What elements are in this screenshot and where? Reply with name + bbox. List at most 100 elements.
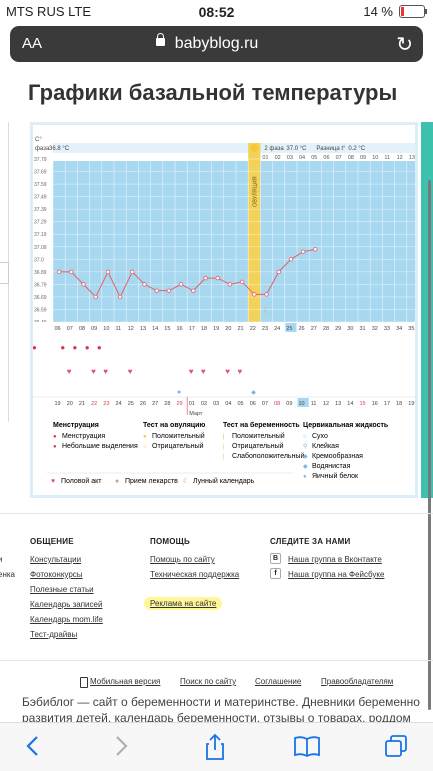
cycle-day-label: 14 bbox=[152, 326, 158, 332]
address-bar[interactable]: AA babyblog.ru ↻ bbox=[10, 26, 423, 62]
footer-link-articles[interactable]: Полезные статьи bbox=[30, 585, 94, 594]
legend-title: Менструация bbox=[53, 422, 99, 429]
temperature-point bbox=[191, 288, 196, 293]
temperature-point bbox=[264, 292, 269, 297]
tabs-icon[interactable] bbox=[382, 733, 412, 759]
temperature-point bbox=[239, 279, 245, 285]
footer-link-support[interactable]: Техническая поддержка bbox=[150, 570, 240, 579]
footer-link-photo[interactable]: Фотоконкурсы bbox=[30, 570, 83, 579]
footer-link-fb[interactable]: Наша группа на Фейсбуке bbox=[288, 570, 385, 579]
cut-link[interactable]: и bbox=[0, 555, 3, 564]
legend-icon: ● bbox=[53, 444, 57, 450]
clock: 08:52 bbox=[198, 4, 235, 20]
legend-item: Водянистая bbox=[312, 463, 351, 470]
legend-item: Прием лекарств bbox=[125, 478, 178, 485]
url-text[interactable]: babyblog.ru bbox=[174, 35, 259, 52]
heart-icon: ♥ bbox=[238, 367, 243, 376]
date-label: 17 bbox=[384, 401, 390, 407]
phase2-day-label: 04 bbox=[299, 155, 305, 161]
legend-icon: ◆ bbox=[303, 454, 308, 460]
date-label: 05 bbox=[238, 401, 244, 407]
facebook-icon: f bbox=[270, 568, 281, 579]
highlight-date bbox=[297, 398, 309, 407]
date-label: 19 bbox=[408, 401, 414, 407]
legend-item: Кремообразная bbox=[312, 452, 363, 460]
temperature-point bbox=[252, 292, 257, 297]
cycle-day-label: 18 bbox=[201, 326, 207, 332]
temperature-point bbox=[288, 257, 294, 262]
footer-link-consult[interactable]: Консультации bbox=[30, 555, 82, 564]
cycle-day-label: 31 bbox=[360, 326, 366, 332]
agreement-link[interactable]: Соглашение bbox=[255, 677, 302, 686]
cycle-day-label: 32 bbox=[372, 326, 378, 332]
temperature-point bbox=[300, 249, 306, 254]
diff-label: Разница t° bbox=[316, 146, 346, 152]
footer-link-help[interactable]: Помощь по сайту bbox=[150, 555, 215, 564]
date-label: 11 bbox=[311, 401, 317, 407]
heart-icon: ♥ bbox=[128, 367, 133, 376]
footer-link-calendar[interactable]: Календарь записей bbox=[30, 600, 103, 609]
status-bar: MTS RUS LTE 08:52 14 % bbox=[0, 0, 433, 22]
cycle-day-label: 15 bbox=[164, 326, 170, 332]
temperature-point bbox=[166, 288, 172, 293]
date-label: 19 bbox=[55, 401, 61, 407]
about-text: Бэбиблог — сайт о беременности и материн… bbox=[22, 694, 433, 726]
date-label: 03 bbox=[213, 401, 219, 407]
temperature-point bbox=[227, 282, 233, 287]
footer-link-ads[interactable]: Реклама на сайте bbox=[144, 597, 223, 610]
cycle-day-label: 22 bbox=[250, 326, 256, 332]
legend-icon: ● bbox=[303, 474, 307, 480]
date-label: 28 bbox=[164, 401, 170, 407]
mobile-version-link[interactable]: Мобильная версия bbox=[90, 677, 161, 686]
footer-link-momlife[interactable]: Календарь mom.life bbox=[30, 615, 103, 624]
cycle-day-label: 29 bbox=[335, 326, 341, 332]
date-label: 06 bbox=[250, 401, 256, 407]
cut-link[interactable]: енка bbox=[0, 570, 15, 579]
temperature-point bbox=[178, 282, 184, 287]
cycle-day-label: 07 bbox=[67, 326, 73, 332]
date-label: 27 bbox=[152, 401, 158, 407]
date-label: 14 bbox=[347, 401, 353, 407]
y-tick-label: 37.39 bbox=[34, 207, 47, 213]
side-tab[interactable] bbox=[421, 122, 433, 498]
date-label: 24 bbox=[116, 401, 122, 407]
share-icon[interactable] bbox=[200, 733, 230, 760]
legend-item: Лунный календарь bbox=[193, 477, 255, 485]
phase2-day-label: 10 bbox=[372, 155, 378, 161]
forward-icon[interactable] bbox=[106, 733, 136, 759]
legend-icon: ○ bbox=[303, 434, 307, 440]
y-tick-label: 36.89 bbox=[34, 270, 47, 276]
moon-icon: ☾ bbox=[183, 477, 189, 485]
reload-icon[interactable]: ↻ bbox=[396, 34, 413, 56]
y-tick-label: 37.49 bbox=[34, 195, 47, 201]
copyright-link[interactable]: Правообладателям bbox=[321, 677, 394, 686]
y-tick-label: 37.09 bbox=[34, 245, 47, 251]
drop-icon: ● bbox=[73, 343, 78, 352]
date-label: 02 bbox=[201, 401, 207, 407]
temperature-line bbox=[59, 248, 316, 299]
divider bbox=[0, 660, 433, 661]
heart-icon: ♥ bbox=[225, 367, 230, 376]
date-label: 15 bbox=[360, 401, 366, 407]
date-label: 12 bbox=[323, 401, 329, 407]
back-icon[interactable] bbox=[18, 733, 48, 759]
diff-value: 0.2 °C bbox=[348, 146, 365, 152]
date-label: 21 bbox=[79, 401, 85, 407]
legend-icon: ○ bbox=[143, 444, 147, 450]
temperature-point bbox=[276, 269, 281, 275]
date-label: 09 bbox=[286, 401, 292, 407]
ovulation-marker bbox=[250, 144, 259, 152]
phase2-day-label: 07 bbox=[336, 155, 342, 161]
site-search-link[interactable]: Поиск по сайту bbox=[180, 677, 237, 686]
heart-icon: ♥ bbox=[201, 367, 206, 376]
date-label: 07 bbox=[262, 401, 268, 407]
date-label: 08 bbox=[274, 401, 280, 407]
legend-icon: ⚲ bbox=[303, 443, 307, 450]
text-size-button[interactable]: AA bbox=[22, 35, 43, 52]
ovulation-label: ОВУЛЯЦИЯ bbox=[252, 176, 258, 207]
footer-link-testdrive[interactable]: Тест-драйвы bbox=[30, 630, 78, 639]
bookmarks-icon[interactable] bbox=[292, 733, 322, 759]
footer-link-vk[interactable]: Наша группа в Вконтакте bbox=[288, 555, 382, 564]
legend-title: Тест на беременность bbox=[223, 421, 300, 429]
y-tick-label: 37.0 bbox=[34, 257, 44, 263]
